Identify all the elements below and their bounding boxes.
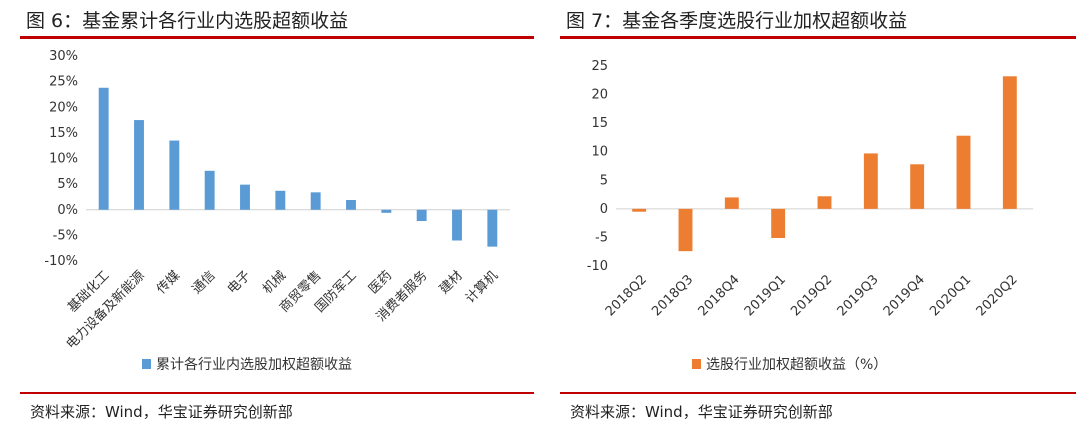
y-tick-label: -5% xyxy=(53,228,78,243)
y-tick-label: 25 xyxy=(591,59,608,74)
legend-label: 累计各行业内选股加权超额收益 xyxy=(156,357,352,373)
x-tick-label: 建材 xyxy=(437,268,466,297)
bar xyxy=(381,209,392,213)
bar xyxy=(98,87,109,210)
x-tick-label: 2019Q2 xyxy=(788,272,835,319)
x-tick-label: 传媒 xyxy=(154,268,183,297)
bar xyxy=(724,197,739,209)
title-rule xyxy=(560,36,1076,39)
bar xyxy=(632,208,647,212)
bar xyxy=(416,209,427,222)
bar xyxy=(487,209,498,247)
footer-rule xyxy=(20,392,534,394)
source-note: 资料来源：Wind，华宝证券研究创新部 xyxy=(570,403,833,421)
bar xyxy=(771,208,786,238)
chart-title: 图 7：基金各季度选股行业加权超额收益 xyxy=(566,10,908,32)
bar xyxy=(452,209,462,241)
bar xyxy=(169,140,180,210)
title-rule xyxy=(20,36,534,39)
y-tick-label: 10% xyxy=(49,152,78,167)
source-note: 资料来源：Wind，华宝证券研究创新部 xyxy=(30,403,293,421)
y-tick-label: 15 xyxy=(591,116,608,131)
chart-panel-left: 图 6：基金累计各行业内选股超额收益 30% 25% 20% 15% 10% 5% 0% -5… xyxy=(20,10,534,421)
y-tick-label: 15% xyxy=(49,126,78,141)
bar xyxy=(817,196,832,209)
bar xyxy=(134,120,144,210)
y-tick-label: 30% xyxy=(49,49,78,64)
y-tick-label: 0 xyxy=(600,202,608,217)
bar xyxy=(310,192,321,210)
x-tick-label: 2018Q2 xyxy=(603,272,650,319)
chart-panel-right: 图 7：基金各季度选股行业加权超额收益 25 20 15 10 5 0 -5 -10 2018Q… xyxy=(552,0,1080,429)
x-tick-label: 通信 xyxy=(189,268,218,297)
x-tick-label: 计算机 xyxy=(463,268,501,306)
x-tick-label: 机械 xyxy=(260,268,289,297)
y-tick-label: 10 xyxy=(591,145,608,160)
bar xyxy=(1002,76,1017,209)
y-tick-label: 20% xyxy=(49,100,78,115)
x-tick-label: 医药 xyxy=(366,268,395,297)
bar xyxy=(240,184,250,210)
bar xyxy=(863,153,878,209)
y-tick-label: -10% xyxy=(44,254,78,269)
footer-rule xyxy=(560,392,1076,394)
x-tick-label: 电子 xyxy=(225,268,254,297)
x-tick-label: 2018Q3 xyxy=(649,272,696,319)
x-tick-label: 2020Q2 xyxy=(974,272,1021,319)
legend-label: 选股行业加权超额收益（%） xyxy=(706,357,887,373)
bar xyxy=(678,208,693,252)
y-tick-label: 20 xyxy=(591,88,608,103)
x-tick-label: 2019Q3 xyxy=(835,272,882,319)
chart-title: 图 6：基金累计各行业内选股超额收益 xyxy=(26,10,349,32)
legend-swatch xyxy=(142,359,151,369)
bar xyxy=(956,135,971,209)
y-tick-label: -5 xyxy=(595,230,608,245)
x-tick-label: 2019Q4 xyxy=(881,272,928,319)
legend-swatch xyxy=(692,359,701,369)
x-tick-label: 2019Q1 xyxy=(742,272,789,319)
bar xyxy=(346,200,356,210)
bar xyxy=(204,170,215,210)
x-tick-label: 2020Q1 xyxy=(927,272,974,319)
y-tick-label: 0% xyxy=(57,203,78,218)
bar xyxy=(275,190,286,210)
y-tick-label: 5% xyxy=(57,177,78,192)
bar xyxy=(910,164,925,209)
y-tick-label: 25% xyxy=(49,75,78,90)
y-tick-label: 5 xyxy=(600,173,608,188)
y-tick-label: -10 xyxy=(587,259,608,274)
x-tick-label: 2018Q4 xyxy=(696,272,743,319)
